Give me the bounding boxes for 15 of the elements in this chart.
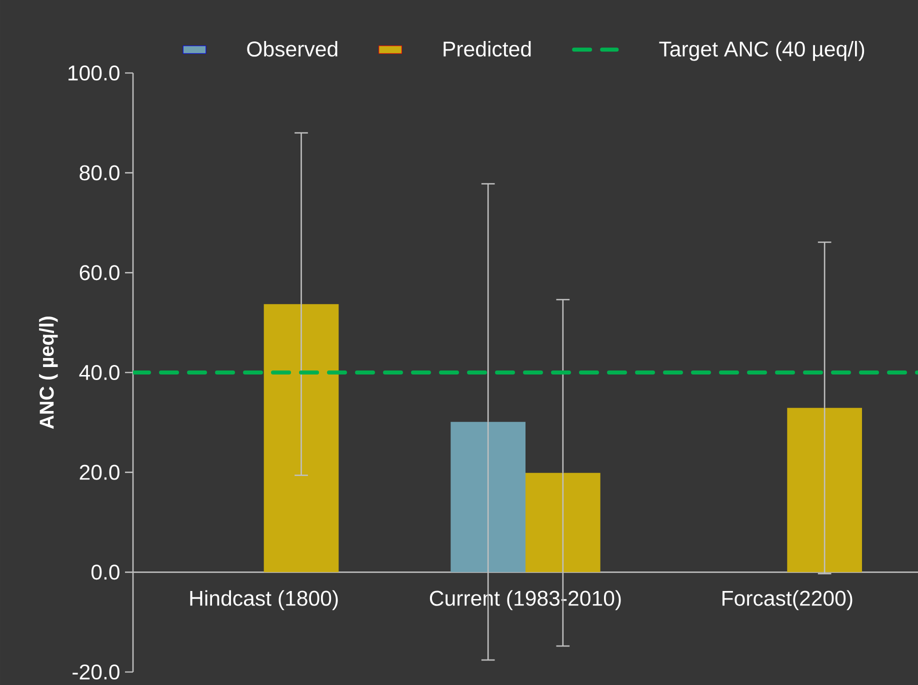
y-tick-label: -20.0 — [72, 664, 120, 680]
bar — [450, 422, 526, 572]
bar — [526, 472, 600, 572]
legend-label: Predicted — [444, 40, 531, 57]
y-tick-label: 0.0 — [91, 564, 120, 580]
y-axis-title: ANC ( µeq/l) — [39, 316, 58, 429]
x-tick-label: Forcast(2200) — [722, 590, 852, 610]
y-tick-label: 100.0 — [68, 65, 120, 81]
legend-label: Observed — [247, 40, 338, 57]
y-tick-label: 60.0 — [80, 265, 120, 280]
y-tick-label: 40.0 — [79, 364, 120, 380]
x-tick-label: Hindcast (1800) — [190, 590, 338, 610]
y-tick-label: 20.0 — [80, 464, 120, 480]
legend-label: Target ANC (40 µeq/l) — [659, 40, 864, 61]
y-tick-label: 80.0 — [80, 165, 120, 180]
